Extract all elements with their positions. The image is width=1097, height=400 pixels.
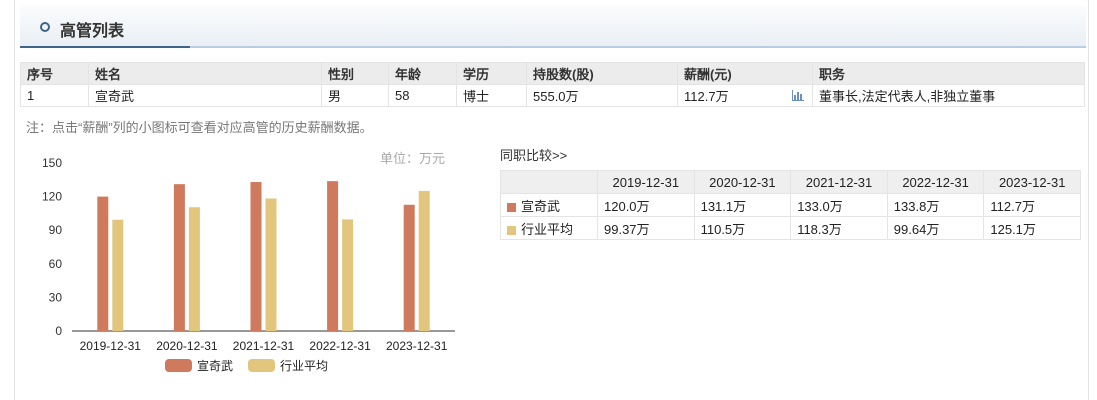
column-header: 姓名 [88, 62, 322, 85]
compare-header: 2019-12-31 [597, 170, 695, 194]
bar [327, 181, 339, 331]
panel [14, 0, 1089, 400]
bar-chart-icon[interactable] [792, 90, 804, 101]
section-title: 高管列表 [60, 23, 125, 40]
compare-header: 2023-12-31 [983, 170, 1081, 194]
bar [97, 196, 109, 331]
cell-pay: 112.7万 [677, 84, 813, 107]
x-tick-label: 2023-12-31 [386, 339, 448, 353]
salary-bar-chart: 0 30 60 90 120 150 2019-12-31 2020-12-31 2021-12… [42, 156, 455, 373]
column-header: 持股数(股) [526, 62, 678, 85]
value-cell: 125.1万 [983, 216, 1081, 240]
x-tick-label: 2020-12-31 [156, 339, 218, 353]
compare-table: 2019-12-31 2020-12-31 2021-12-31 2022-12-31… [500, 170, 1081, 240]
value-cell: 110.5万 [693, 216, 792, 240]
unit-label: 单位：万元 [380, 151, 446, 166]
legend-swatch [507, 202, 516, 212]
value-cell: 131.1万 [693, 193, 792, 217]
cell-education: 博士 [456, 84, 527, 107]
compare-header: 2022-12-31 [886, 170, 985, 194]
series-name: 行业平均 [521, 221, 574, 237]
series-label: 宣奇武 [500, 193, 598, 217]
bar [188, 207, 200, 331]
cell-gender: 男 [321, 84, 389, 107]
compare-header: 2020-12-31 [693, 170, 792, 194]
column-header: 序号 [20, 62, 89, 85]
cell-no: 1 [20, 84, 89, 107]
bar [342, 219, 354, 331]
legend-label: 行业平均 [280, 359, 328, 373]
value-cell: 133.0万 [790, 193, 888, 217]
column-header: 性别 [321, 62, 389, 85]
compare-header: 2021-12-31 [790, 170, 888, 194]
value-cell: 99.37万 [597, 216, 695, 240]
note-text: 注：点击“薪酬”列的小图标可查看对应高管的历史薪酬数据。 [26, 120, 373, 135]
bar [173, 184, 185, 331]
value-cell: 133.8万 [886, 193, 985, 217]
y-tick-label: 90 [49, 223, 63, 237]
y-tick-label: 60 [49, 257, 63, 271]
legend-swatch [248, 359, 275, 372]
table-row: 行业平均 99.37万 110.5万 118.3万 99.64万 125.1万 [500, 216, 1081, 240]
circle-icon [40, 22, 50, 32]
column-header: 学历 [456, 62, 527, 85]
y-tick-label: 120 [42, 190, 62, 204]
value-cell: 118.3万 [790, 216, 888, 240]
compare-header-row: 2019-12-31 2020-12-31 2021-12-31 2022-12-31… [500, 170, 1081, 194]
bar [250, 182, 262, 331]
series-label: 行业平均 [500, 216, 598, 240]
value-cell: 99.64万 [886, 216, 985, 240]
table-row: 1 宣奇武 男 58 博士 555.0万 112.7万 董事长,法定代表人,非独… [20, 84, 1085, 107]
x-tick-label: 2021-12-31 [233, 339, 295, 353]
column-header: 薪酬(元) [677, 62, 813, 85]
x-tick-label: 2019-12-31 [80, 339, 142, 353]
header-accent [20, 46, 190, 48]
table-row: 宣奇武 120.0万 131.1万 133.0万 133.8万 112.7万 [500, 193, 1081, 217]
column-header: 职务 [812, 62, 1085, 85]
y-tick-label: 0 [55, 324, 62, 338]
legend-swatch [165, 359, 192, 372]
bar [403, 204, 415, 331]
legend-label: 宣奇武 [197, 358, 233, 373]
value-cell: 120.0万 [597, 193, 695, 217]
bar [112, 219, 124, 331]
compare-link[interactable]: 同职比较>> [500, 148, 568, 163]
cell-position: 董事长,法定代表人,非独立董事 [812, 84, 1085, 107]
legend-swatch [507, 225, 516, 235]
section-header: 高管列表 [20, 6, 1086, 48]
column-header: 年龄 [388, 62, 457, 85]
bar [265, 198, 277, 331]
pay-value: 112.7万 [684, 89, 729, 104]
value-cell: 112.7万 [983, 193, 1081, 217]
y-tick-label: 30 [49, 290, 63, 304]
executive-table: 序号 姓名 性别 年龄 学历 持股数(股) 薪酬(元) 职务 1 宣奇武 男 58 博士 55… [20, 62, 1085, 107]
x-tick-label: 2022-12-31 [309, 339, 371, 353]
cell-shares: 555.0万 [526, 84, 678, 107]
cell-name: 宣奇武 [88, 84, 322, 107]
series-name: 宣奇武 [521, 198, 561, 214]
bar [418, 190, 430, 331]
y-tick-label: 150 [42, 156, 62, 170]
corner-cell [500, 170, 598, 194]
cell-age: 58 [388, 84, 457, 107]
